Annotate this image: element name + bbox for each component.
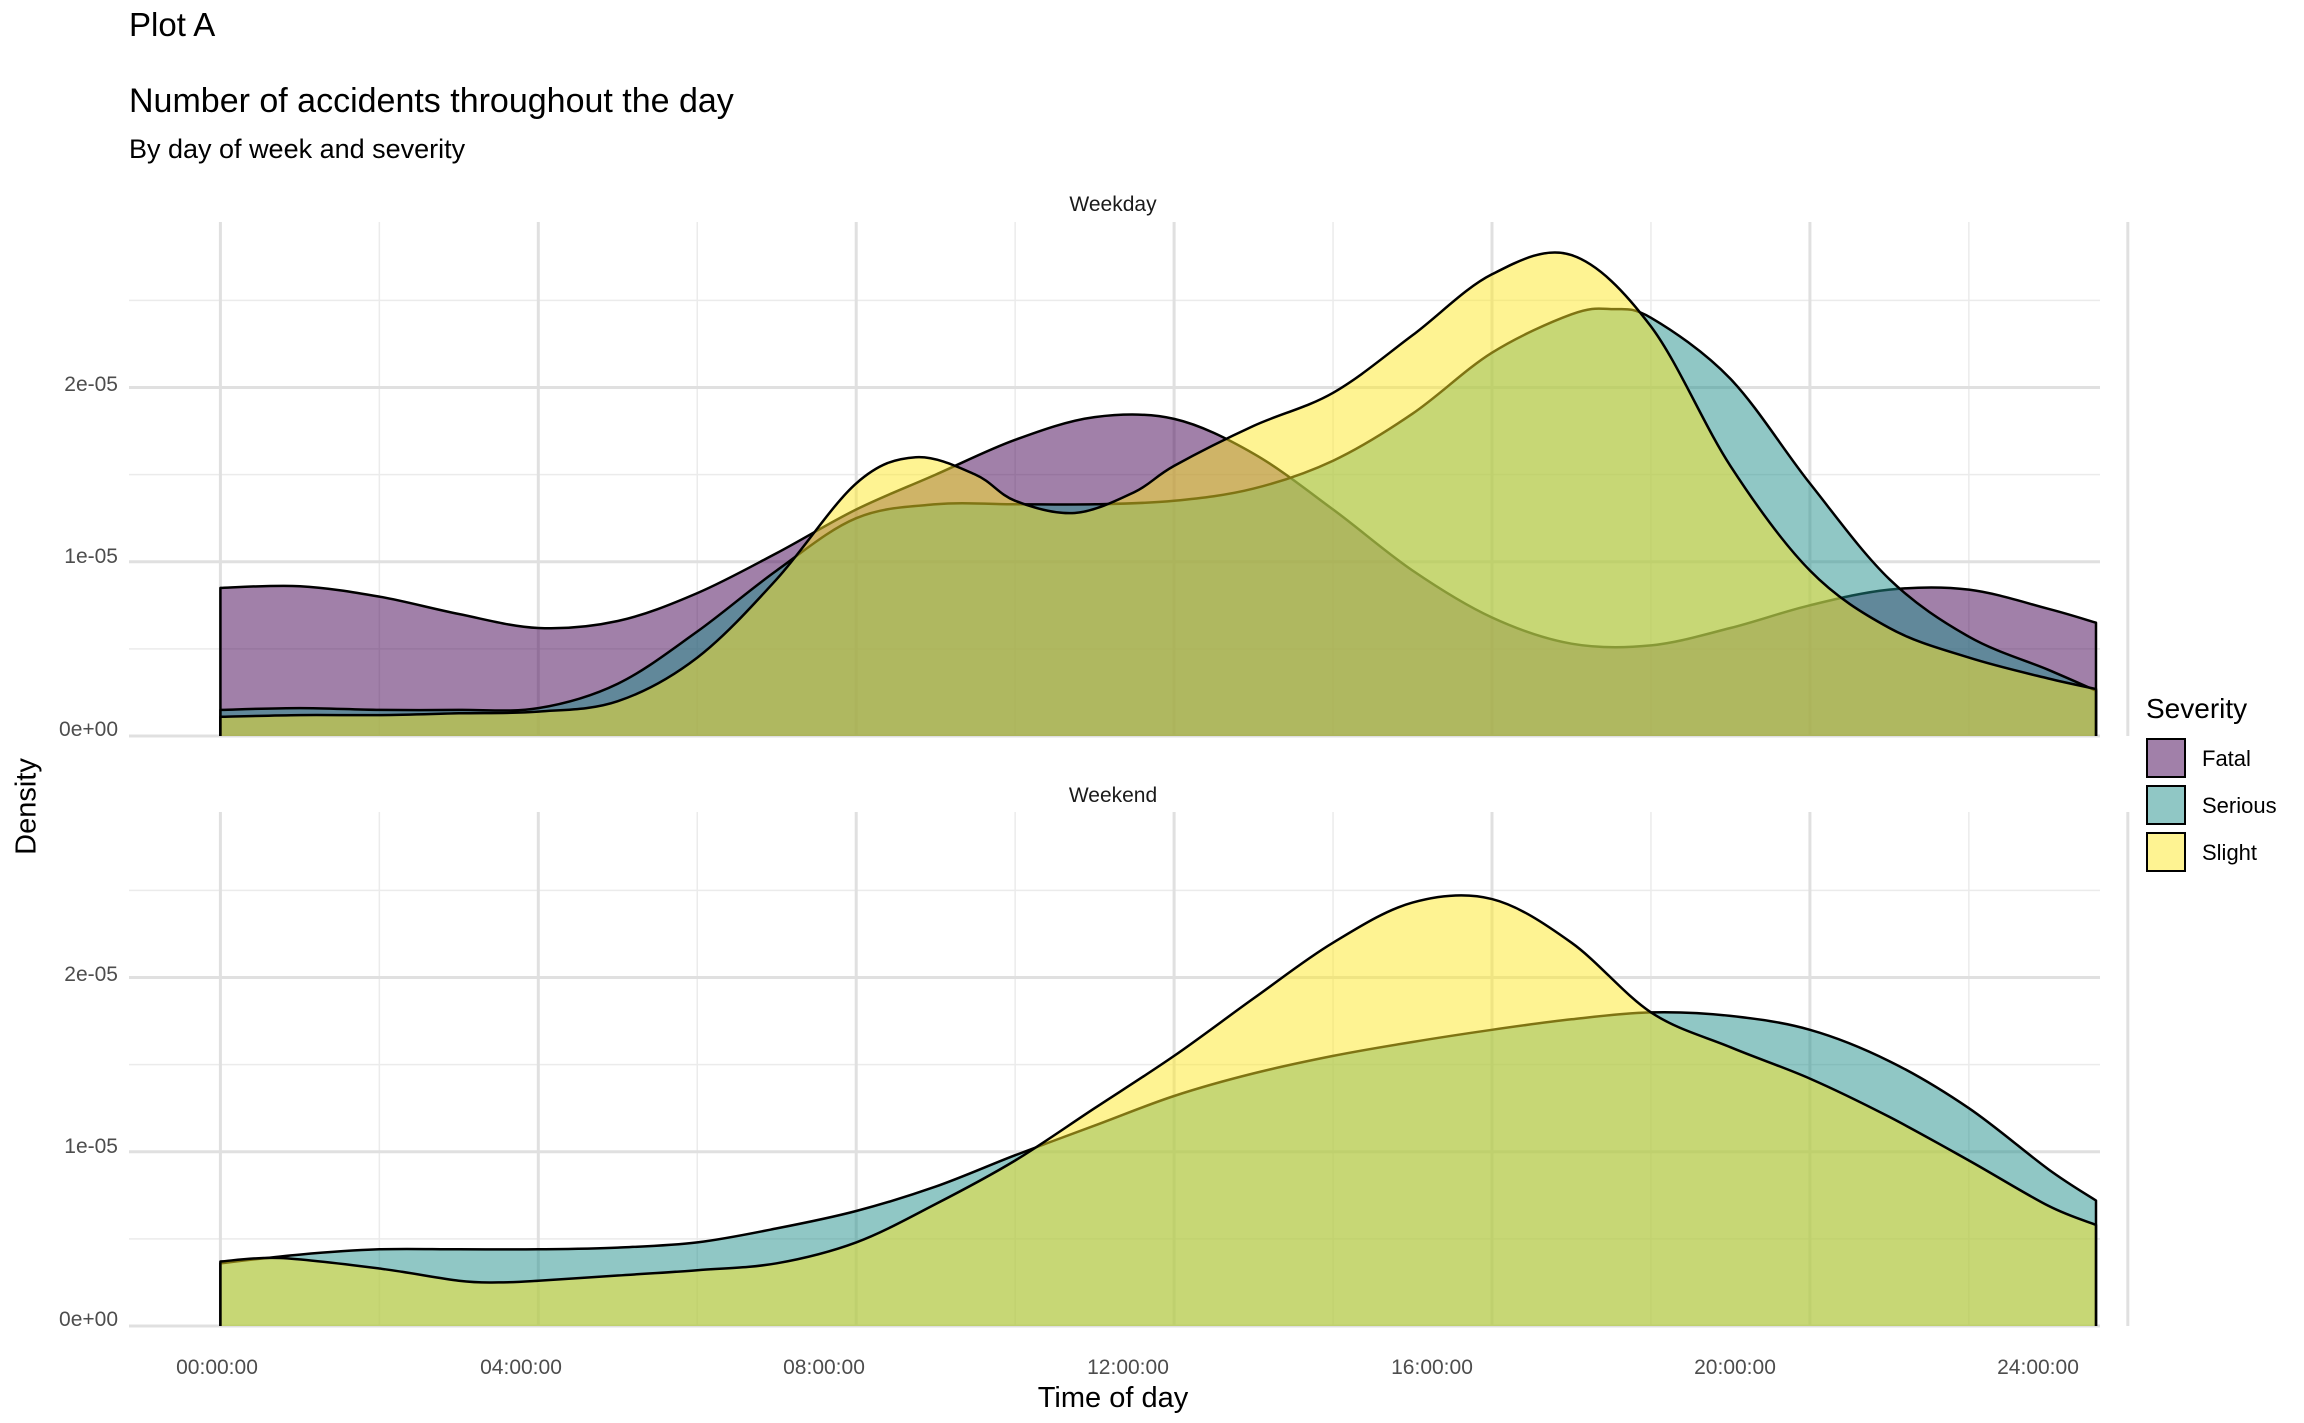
chart-title: Number of accidents throughout the day [129,82,734,120]
x-tick-label-2: 08:00:00 [783,1356,865,1379]
x-tick-label-6: 24:00:00 [1997,1356,2079,1379]
legend-title: Severity [2146,693,2248,724]
legend-label-serious: Serious [2202,793,2277,818]
x-tick-label-3: 12:00:00 [1087,1356,1169,1379]
legend-swatch-serious [2146,785,2186,825]
x-tick-label-0: 00:00:00 [176,1356,258,1379]
facet-label-weekday: Weekday [1069,193,1157,216]
y-tick-label-p1-1: 1e-05 [64,545,118,568]
x-tick-label-5: 20:00:00 [1694,1356,1776,1379]
legend-swatch-fatal [2146,738,2186,778]
weekday-outline-slight [219,251,2098,736]
x-tick-label-4: 16:00:00 [1391,1356,1473,1379]
plot-tag: Plot A [129,6,216,43]
y-axis-title: Density [10,758,43,855]
x-axis-title: Time of day [1037,1382,1189,1414]
legend-label-fatal: Fatal [2202,746,2251,771]
chart-subtitle: By day of week and severity [129,134,466,164]
y-tick-label-p1-0: 0e+00 [59,718,118,741]
weekday-area-slight [220,252,2096,736]
y-tick-label-p2-0: 0e+00 [59,1308,118,1331]
y-tick-label-p1-2: 2e-05 [64,373,118,396]
y-tick-label-p2-2: 2e-05 [64,963,118,986]
y-tick-label-p2-1: 1e-05 [64,1135,118,1158]
weekend-outline-slight [219,894,2098,1326]
weekend-area-slight [220,895,2096,1326]
x-tick-label-1: 04:00:00 [480,1356,562,1379]
legend-label-slight: Slight [2202,840,2258,865]
facet-label-weekend: Weekend [1068,784,1158,807]
legend-swatch-slight [2146,832,2186,872]
